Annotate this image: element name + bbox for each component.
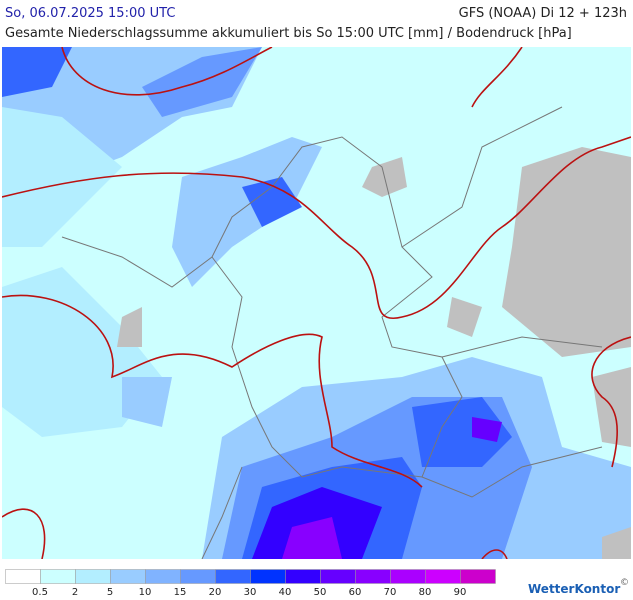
legend-label: 80 [419,587,432,598]
legend-swatch [460,569,496,584]
legend-swatch [320,569,356,584]
legend-label: 70 [384,587,397,598]
legend-swatch [390,569,426,584]
legend-swatch [145,569,181,584]
legend: 0.5 2 5 10 15 20 30 40 50 60 70 80 90 [5,569,496,598]
date-label: So, 06.07.2025 15:00 UTC [5,6,176,21]
legend-swatch [110,569,146,584]
legend-label: 10 [139,587,152,598]
legend-label: 2 [72,587,78,598]
legend-swatch [40,569,76,584]
legend-swatch [180,569,216,584]
logo: WetterKontor [528,582,621,596]
legend-swatch [285,569,321,584]
legend-swatch [355,569,391,584]
isobars [2,47,631,559]
legend-label: 0.5 [32,587,48,598]
legend-label: 5 [107,587,113,598]
legend-label: 50 [314,587,327,598]
map [2,47,631,559]
legend-swatch [5,569,41,584]
legend-label: 60 [349,587,362,598]
model-label: GFS (NOAA) Di 12 + 123h [458,6,627,21]
legend-swatch [425,569,461,584]
precip-areas [2,47,631,559]
legend-label: 20 [209,587,222,598]
legend-label: 15 [174,587,187,598]
copyright: © [620,578,629,588]
legend-label: 90 [454,587,467,598]
subtitle: Gesamte Niederschlagssumme akkumuliert b… [5,26,572,41]
legend-label: 30 [244,587,257,598]
legend-swatch [215,569,251,584]
legend-label: 40 [279,587,292,598]
legend-swatch [75,569,111,584]
borders [61,106,603,559]
land-masks [117,147,631,559]
legend-swatch [250,569,286,584]
